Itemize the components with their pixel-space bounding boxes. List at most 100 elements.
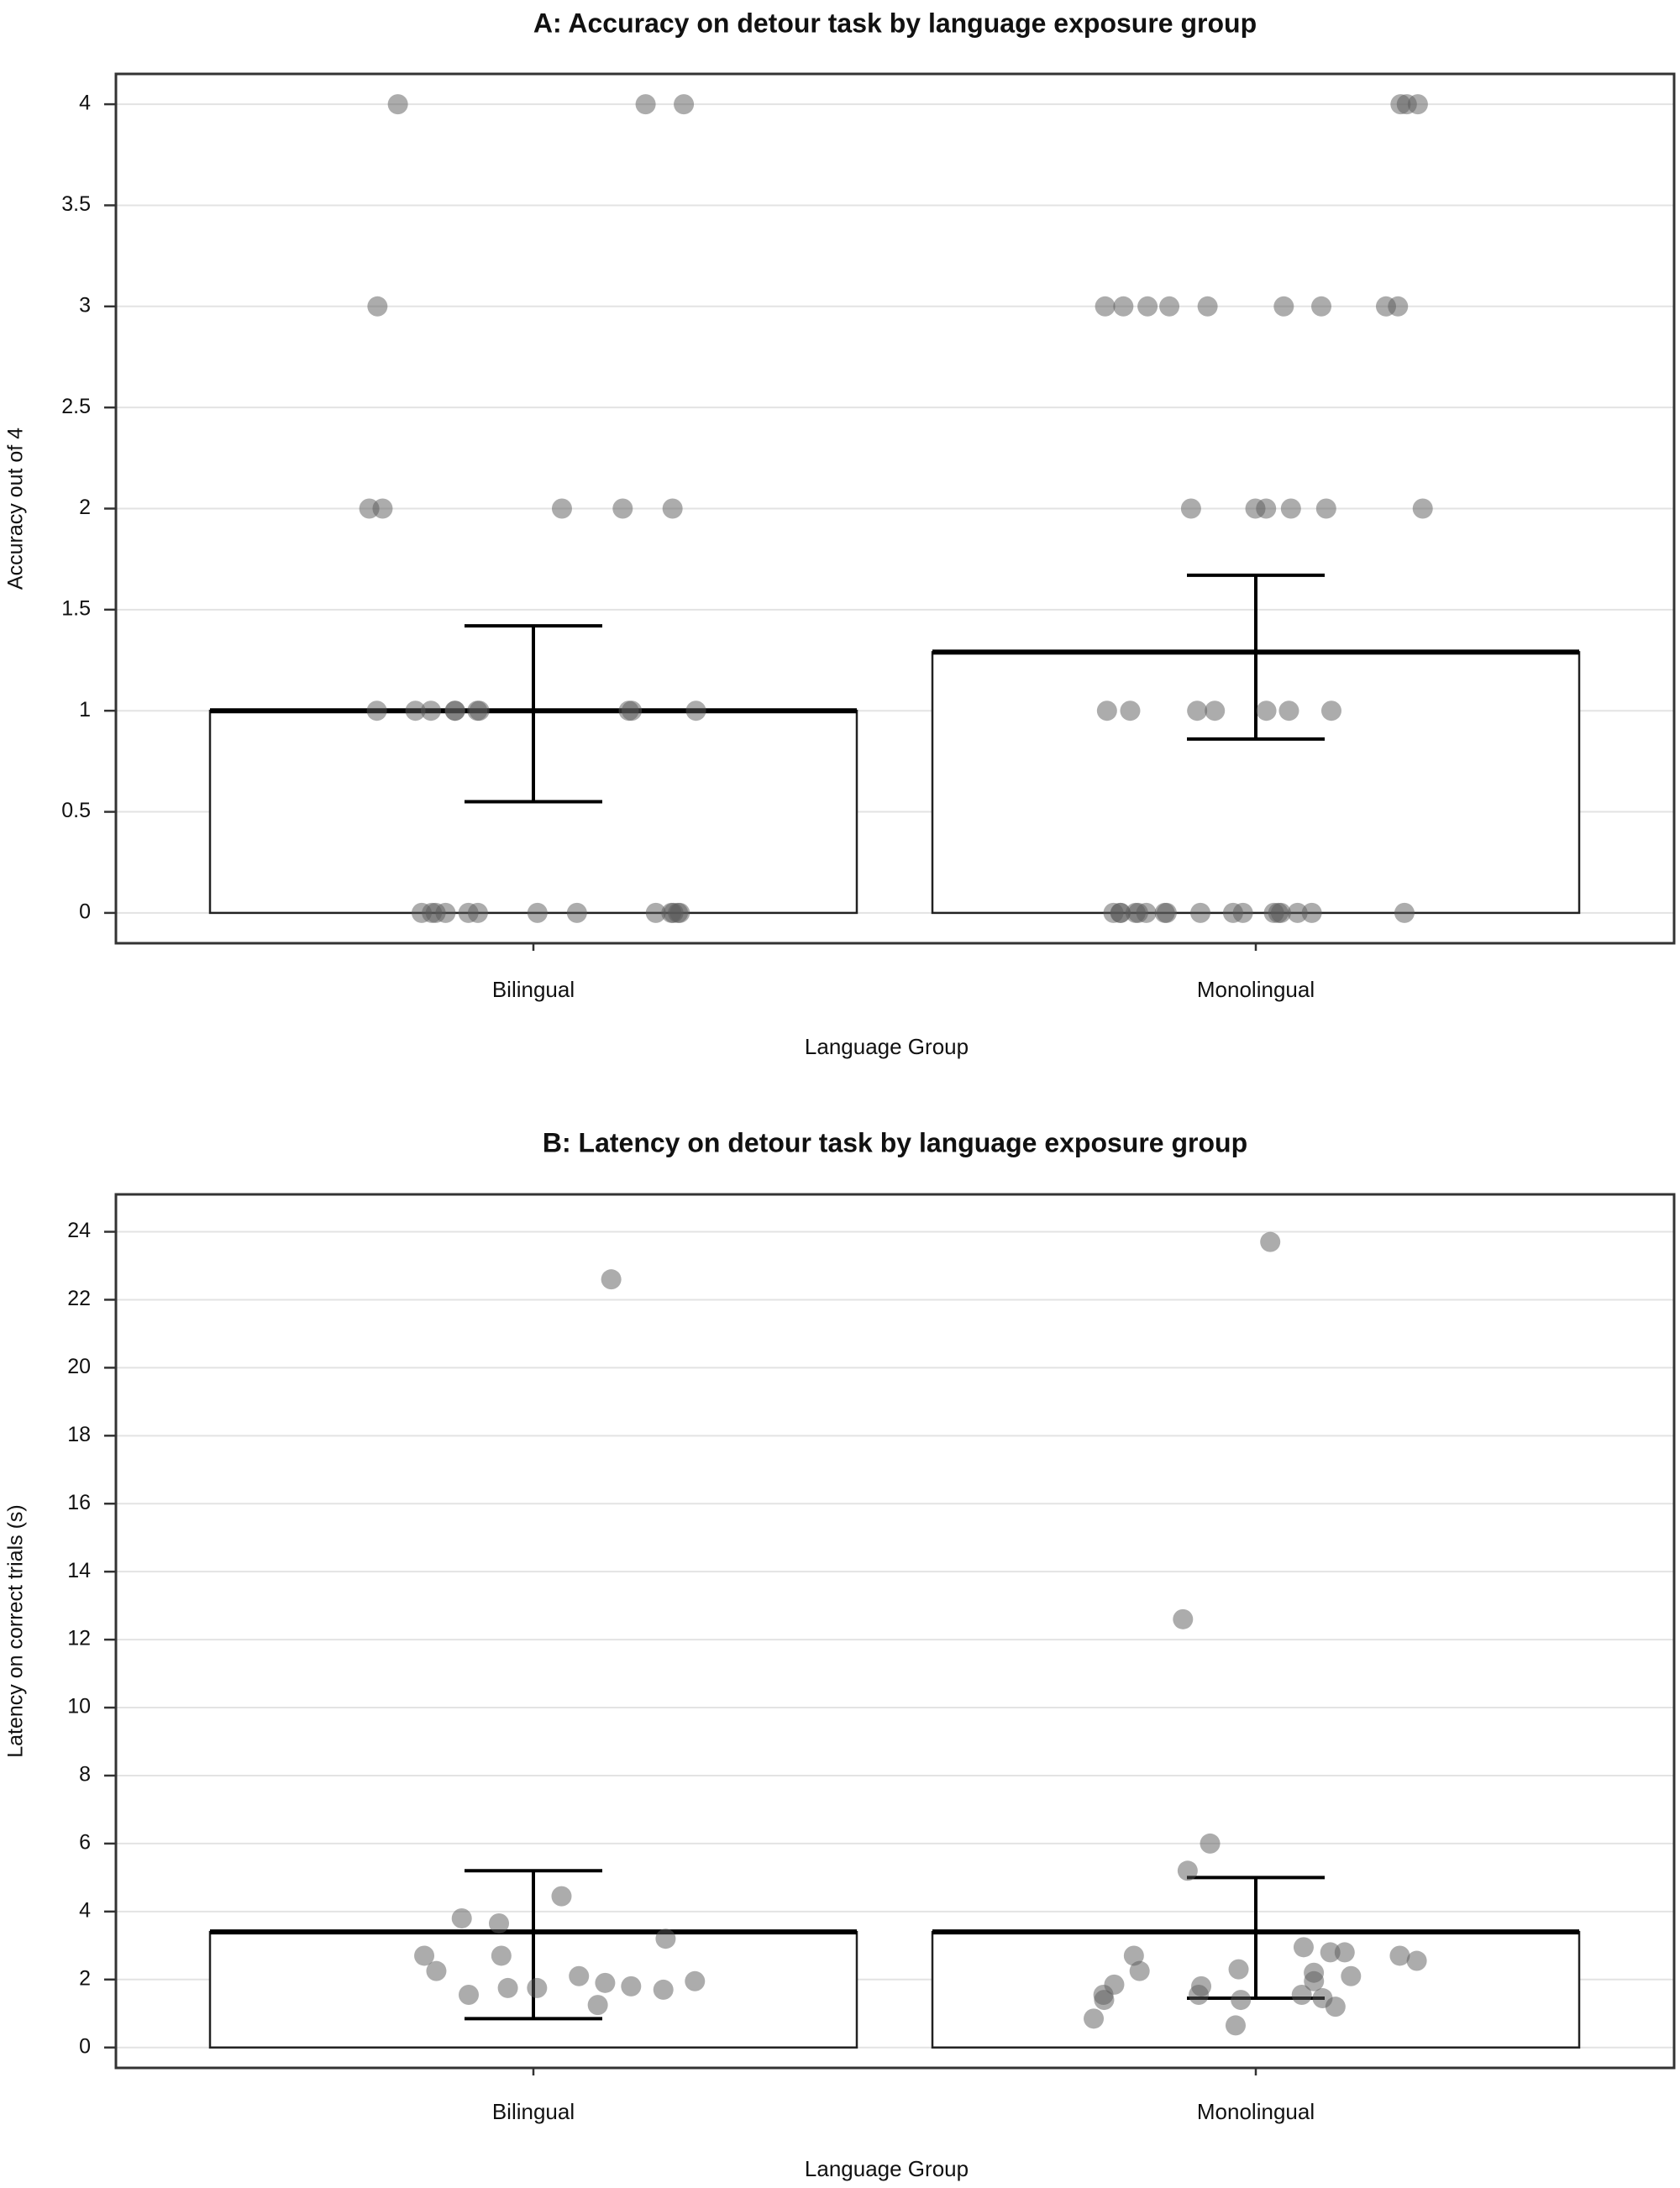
data-point	[491, 1945, 512, 1966]
data-point	[661, 902, 682, 923]
x-tick-label: Bilingual	[492, 2099, 575, 2124]
data-point	[1205, 700, 1226, 721]
data-point	[1104, 1974, 1125, 1995]
y-tick-label: 1	[79, 698, 91, 721]
data-point	[1120, 700, 1141, 721]
data-point	[1304, 1962, 1325, 1983]
y-tick-label: 20	[67, 1355, 91, 1378]
data-point	[1113, 296, 1134, 317]
y-tick-label: 1.5	[61, 596, 91, 620]
x-tick-label: Monolingual	[1197, 977, 1315, 1002]
data-point	[1291, 1984, 1312, 2005]
data-point	[1273, 296, 1294, 317]
data-point	[1222, 902, 1243, 923]
data-point	[1260, 1231, 1281, 1252]
data-point	[367, 296, 388, 317]
y-tick-label: 3	[79, 293, 91, 317]
data-point	[1156, 902, 1177, 923]
data-point	[685, 1970, 706, 1991]
y-tick-label: 4	[79, 92, 91, 115]
y-axis-label: Latency on correct trials (s)	[4, 1504, 28, 1758]
data-point	[1256, 700, 1277, 721]
data-point	[1129, 1960, 1150, 1981]
y-tick-label: 6	[79, 1831, 91, 1855]
plot-frame	[114, 1193, 1676, 2070]
x-tick-label: Monolingual	[1197, 2099, 1315, 2124]
data-point	[1225, 2015, 1246, 2036]
data-point	[653, 1979, 674, 2000]
data-point	[1200, 1833, 1221, 1854]
data-point	[527, 902, 548, 923]
data-point	[1293, 1937, 1314, 1958]
x-tick-label: Bilingual	[492, 977, 575, 1002]
chart-panel-b: B: Latency on detour task by language ex…	[4, 1127, 1676, 2181]
data-point	[1245, 498, 1266, 519]
data-point	[569, 1965, 590, 1986]
data-point	[1375, 296, 1396, 317]
data-point	[421, 700, 442, 721]
data-point	[1187, 700, 1208, 721]
data-point	[451, 1907, 472, 1928]
data-point	[655, 1928, 676, 1949]
data-point	[1190, 902, 1211, 923]
data-point	[1159, 296, 1180, 317]
y-tick-label: 2	[79, 496, 91, 519]
data-point	[497, 1977, 518, 1998]
y-tick-label: 4	[79, 1898, 91, 1922]
data-point	[1390, 94, 1411, 115]
data-point	[444, 700, 465, 721]
data-point	[1270, 902, 1291, 923]
data-point	[1084, 2008, 1105, 2029]
data-point	[1189, 1984, 1210, 2005]
data-point	[1287, 902, 1308, 923]
x-axis-label: Language Group	[805, 1034, 969, 1059]
data-point	[1325, 1996, 1346, 2017]
data-point	[612, 498, 633, 519]
y-tick-label: 8	[79, 1763, 91, 1787]
y-tick-label: 3.5	[61, 192, 91, 216]
data-point	[422, 902, 443, 923]
data-point	[645, 902, 666, 923]
data-point	[1173, 1608, 1194, 1629]
data-point	[372, 498, 393, 519]
y-tick-label: 0.5	[61, 799, 91, 822]
data-point	[1231, 1990, 1252, 2011]
data-point	[387, 94, 408, 115]
data-point	[527, 1977, 548, 1998]
data-point	[551, 1886, 572, 1907]
y-tick-label: 24	[67, 1219, 91, 1242]
data-point	[467, 902, 488, 923]
data-point	[1180, 498, 1201, 519]
data-point	[1341, 1965, 1362, 1986]
y-tick-label: 2.5	[61, 395, 91, 418]
chart-title: A: Accuracy on detour task by language e…	[533, 8, 1257, 38]
data-point	[489, 1913, 510, 1934]
data-point	[674, 94, 695, 115]
data-point	[1103, 902, 1124, 923]
y-tick-label: 22	[67, 1287, 91, 1310]
data-point	[1320, 700, 1341, 721]
y-tick-label: 0	[79, 900, 91, 924]
data-point	[551, 498, 572, 519]
data-point	[566, 902, 587, 923]
x-axis-label: Language Group	[805, 2156, 969, 2181]
data-point	[1197, 296, 1218, 317]
data-point	[1177, 1860, 1198, 1881]
data-point	[635, 94, 656, 115]
data-point	[1311, 296, 1332, 317]
data-point	[622, 700, 643, 721]
data-point	[1412, 498, 1433, 519]
y-tick-label: 12	[67, 1627, 91, 1650]
y-tick-label: 14	[67, 1559, 91, 1582]
data-point	[1094, 1990, 1115, 2011]
data-point	[1406, 1950, 1427, 1971]
data-point	[1315, 498, 1336, 519]
data-point	[469, 700, 490, 721]
data-point	[1301, 902, 1322, 923]
data-point	[621, 1975, 642, 1996]
data-point	[414, 1945, 435, 1966]
data-point	[1389, 1945, 1410, 1966]
data-point	[1334, 1942, 1355, 1963]
data-point	[405, 700, 426, 721]
